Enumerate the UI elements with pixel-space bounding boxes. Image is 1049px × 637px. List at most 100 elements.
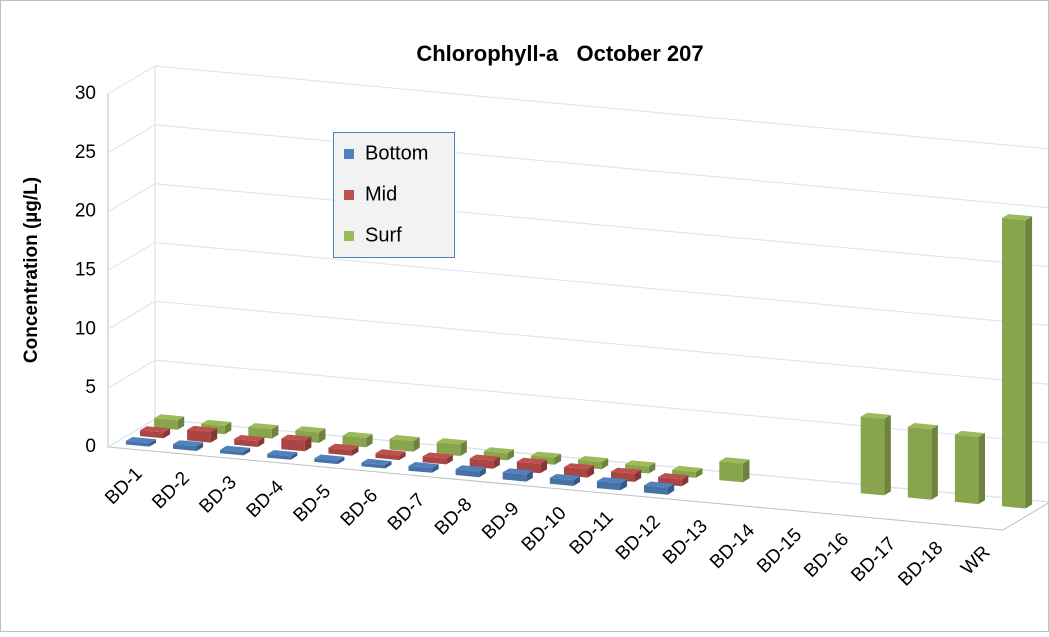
bar-side <box>695 468 703 478</box>
bar-side <box>210 428 218 443</box>
bar-front <box>125 440 150 447</box>
bar-top <box>342 431 373 438</box>
bar <box>375 449 406 461</box>
bar-top <box>455 465 486 472</box>
bar-top <box>907 423 938 430</box>
bar <box>314 454 345 465</box>
bar <box>248 423 279 439</box>
bar <box>389 435 420 452</box>
bar-front <box>375 453 400 461</box>
bar <box>549 474 580 486</box>
y-tick-label: 10 <box>75 318 96 339</box>
bar-top <box>860 412 891 419</box>
y-tick-label: 25 <box>75 142 96 163</box>
bar-front <box>422 456 447 465</box>
bar <box>220 445 251 456</box>
bar-front <box>860 416 885 496</box>
bar-side <box>601 458 609 470</box>
legend-swatch <box>344 231 354 241</box>
bar-front <box>907 426 932 500</box>
bar-top <box>625 460 656 467</box>
bar-top <box>563 463 595 470</box>
legend-label: Bottom <box>365 142 428 164</box>
bar-side <box>399 451 406 461</box>
grid-line <box>107 124 1049 209</box>
bar-side <box>163 428 171 439</box>
bar <box>1002 214 1033 509</box>
bar-front <box>187 429 211 443</box>
bar <box>408 462 439 473</box>
bar-side <box>620 479 628 491</box>
bar <box>596 477 628 491</box>
bar-top <box>248 423 279 430</box>
bar-front <box>502 472 527 482</box>
grid-line <box>107 359 1049 444</box>
bar-top <box>281 434 312 441</box>
bar-side <box>540 459 547 474</box>
bar-side <box>526 470 533 482</box>
bar <box>140 426 171 439</box>
bar-side <box>304 436 312 452</box>
bar-top <box>234 435 265 442</box>
bar-side <box>667 483 675 495</box>
bar-top <box>611 467 642 474</box>
bar <box>422 452 453 465</box>
bar-top <box>408 462 439 469</box>
legend-swatch <box>344 149 354 159</box>
bar-front <box>644 485 668 495</box>
bar <box>187 425 218 443</box>
bar-front <box>140 430 164 439</box>
bar-top <box>719 457 750 464</box>
bar-front <box>154 418 178 430</box>
bar <box>907 423 938 500</box>
bar <box>125 437 156 447</box>
grid-line <box>107 183 1049 268</box>
bar-side <box>243 447 251 456</box>
bar-side <box>931 425 938 500</box>
bar <box>436 438 467 456</box>
bar-side <box>413 437 420 452</box>
bar-top <box>154 414 185 421</box>
bar-side <box>224 422 232 435</box>
bar-front <box>234 438 258 447</box>
bar-front <box>408 466 433 473</box>
bar-side <box>634 469 642 482</box>
bar-side <box>271 425 279 439</box>
legend-label: Surf <box>365 224 402 246</box>
bar-side <box>681 475 689 487</box>
bar-side <box>587 465 595 478</box>
bar <box>719 457 750 483</box>
legend-label: Mid <box>365 183 397 205</box>
y-axis-label: Concentration (µg/L) <box>21 177 42 363</box>
bar-side <box>479 467 486 478</box>
bar-front <box>248 427 272 439</box>
bar-front <box>469 458 494 469</box>
bar-front <box>719 461 743 483</box>
bar-side <box>573 476 580 486</box>
bar-top <box>436 438 467 445</box>
legend: Bottom Mid Surf <box>333 132 455 258</box>
bar-side <box>978 433 985 505</box>
bar-front <box>596 481 621 491</box>
bar <box>860 412 891 496</box>
bar-front <box>549 477 574 486</box>
bar-top <box>469 454 500 461</box>
bar-top <box>201 419 232 426</box>
bar-top <box>644 481 675 488</box>
bar-top <box>140 426 171 433</box>
bar-front <box>314 458 338 465</box>
bar-side <box>319 428 326 443</box>
bar-side <box>507 449 514 461</box>
bar-side <box>648 462 656 474</box>
bar-side <box>446 454 453 465</box>
bar-side <box>884 415 891 496</box>
bar-front <box>342 435 367 448</box>
bar <box>281 434 312 452</box>
bar <box>469 454 500 469</box>
bar-top <box>187 425 218 432</box>
bar-top <box>422 452 453 459</box>
bar-side <box>432 464 439 473</box>
bar-front <box>173 444 197 451</box>
bar-front <box>361 462 385 469</box>
bar-top <box>314 454 345 461</box>
